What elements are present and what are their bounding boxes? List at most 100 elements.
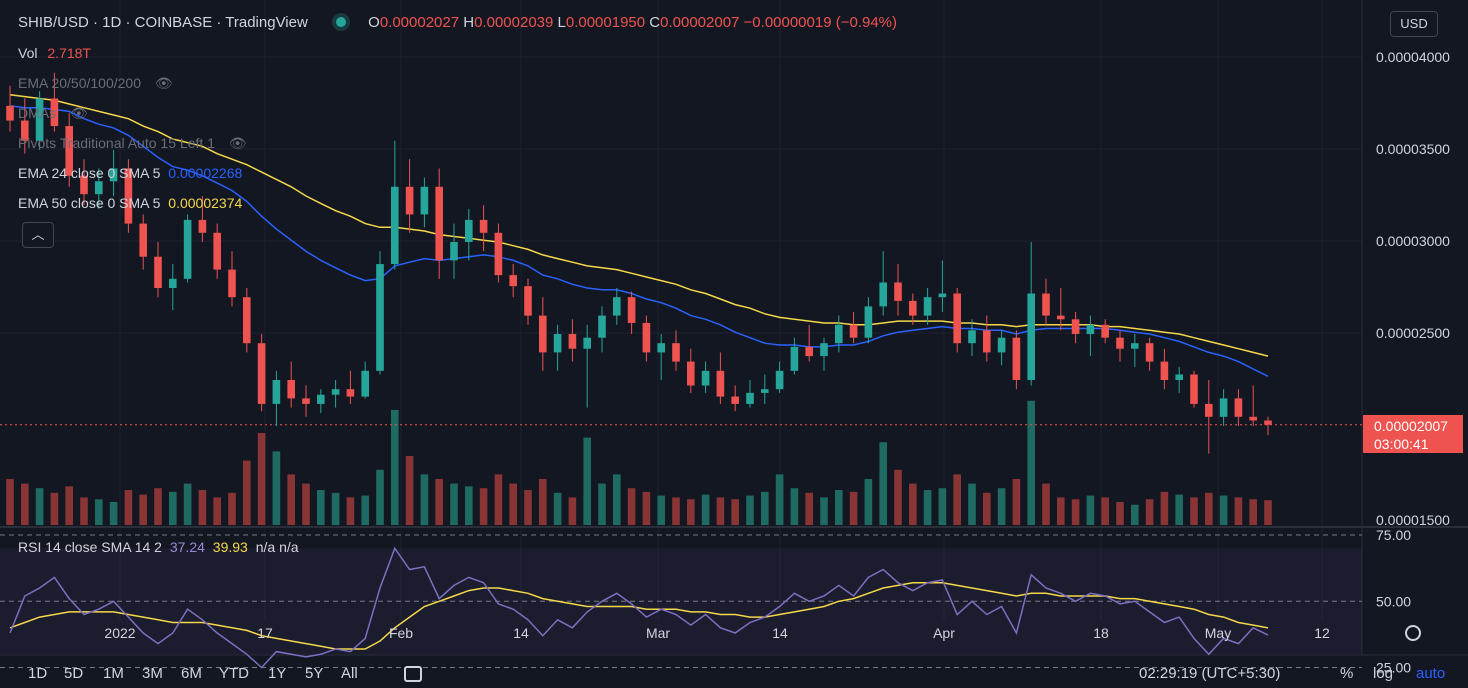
volume-bar (627, 488, 636, 525)
candle-body (953, 293, 961, 344)
volume-bar (968, 483, 976, 525)
volume-bar (983, 492, 991, 525)
candle-body (35, 98, 44, 141)
volume-bar (213, 497, 221, 525)
volume-bar (1042, 483, 1050, 525)
time-tick-label: 17 (257, 625, 273, 641)
volume-bar (35, 488, 44, 525)
ohlc-low-label: L (557, 14, 566, 31)
tf-1y[interactable]: 1Y (268, 665, 287, 682)
candle-body (183, 219, 192, 279)
volume-bar (1190, 497, 1198, 525)
rsi-legend[interactable]: RSI 14 close SMA 14 2 37.24 39.93 n/a n/… (18, 539, 299, 555)
rsi-tick-label: 25.00 (1376, 660, 1411, 676)
eye-off-icon[interactable]: 👁 (70, 105, 88, 121)
time-tick-label: May (1205, 625, 1231, 641)
tf-3m[interactable]: 3M (142, 665, 163, 682)
candle-body (1234, 398, 1243, 417)
tf-6m[interactable]: 6M (181, 665, 202, 682)
volume-bar (391, 410, 399, 525)
settings-gear-icon[interactable] (1405, 625, 1421, 641)
currency-button[interactable]: USD (1390, 11, 1438, 37)
ema50-legend[interactable]: EMA 50 close 0 SMA 5 0.00002374 (18, 195, 242, 211)
ema24-legend[interactable]: EMA 24 close 0 SMA 5 0.00002268 (18, 165, 242, 181)
tf-5d[interactable]: 5D (64, 665, 84, 682)
volume-bar (716, 497, 725, 525)
candle-body (1101, 324, 1109, 338)
ema-group-legend[interactable]: EMA 20/50/100/200 👁 (18, 75, 173, 92)
volume-bar (997, 488, 1006, 525)
clock-time[interactable]: 02:29:19 (UTC+5:30) (1139, 665, 1281, 682)
candle-body (420, 186, 429, 215)
candle-body (302, 398, 310, 404)
ema24-line (9, 105, 1269, 377)
volume-bar (524, 490, 532, 525)
candle-body (331, 389, 340, 395)
volume-bar (420, 474, 429, 525)
volume-bar (183, 483, 192, 525)
symbol-title[interactable]: SHIB/USD · 1D · COINBASE · TradingView (18, 14, 308, 31)
candle-body (213, 232, 221, 270)
eye-off-icon[interactable]: 👁 (228, 135, 247, 151)
volume-bar (1145, 499, 1154, 525)
volume-bar (228, 492, 236, 525)
candle-body (1086, 324, 1095, 334)
candle-body (1175, 374, 1183, 380)
volume-bar (879, 442, 887, 525)
tf-1m[interactable]: 1M (103, 665, 124, 682)
price-tick-label: 0.00003500 (1376, 141, 1450, 157)
volume-bar (435, 479, 443, 525)
time-tick-label: Apr (933, 625, 955, 641)
candle-body (1205, 403, 1213, 417)
volume-bar (553, 492, 562, 525)
volume-bar (405, 456, 414, 525)
tf-5y[interactable]: 5Y (305, 665, 324, 682)
candle-body (613, 297, 621, 316)
volume-bar (1012, 479, 1021, 525)
percent-toggle[interactable]: % (1340, 665, 1354, 682)
eye-off-icon[interactable]: 👁 (154, 75, 173, 91)
ohlc-close-label: C (649, 14, 661, 31)
dmas-legend[interactable]: DMAs 👁 (18, 105, 88, 122)
candle-body (835, 324, 843, 344)
rsi-sma-value: 39.93 (212, 539, 248, 555)
pivots-legend[interactable]: Pivots Traditional Auto 15 Left 1 👁 (18, 135, 247, 152)
candle-body (1131, 343, 1139, 349)
volume-bar (509, 483, 517, 525)
volume-bar (109, 502, 118, 525)
volume-bar (1249, 499, 1257, 525)
volume-bar (198, 490, 207, 525)
candle-body (1219, 398, 1228, 417)
candle-body (1264, 420, 1272, 425)
candle-body (775, 370, 784, 390)
volume-bar (1057, 497, 1065, 525)
collapse-legend-button[interactable]: ︿ (22, 222, 54, 248)
volume-bar (139, 494, 147, 525)
time-tick-label: Mar (646, 625, 670, 641)
market-status-icon (335, 17, 346, 27)
candle-body (524, 286, 532, 316)
date-range-icon[interactable] (404, 666, 422, 682)
auto-toggle[interactable]: auto (1416, 665, 1446, 682)
log-toggle[interactable]: log (1373, 665, 1394, 682)
tf-all[interactable]: All (341, 665, 358, 682)
volume-bar (450, 483, 458, 525)
rsi-label: RSI 14 close SMA 14 2 (18, 539, 162, 555)
candle-body (968, 330, 976, 344)
rsi-value: 37.24 (169, 539, 205, 555)
volume-legend[interactable]: Vol 2.718T (18, 45, 91, 61)
time-tick-label: 14 (772, 625, 788, 641)
tf-1d[interactable]: 1D (28, 665, 48, 682)
candle-body (687, 361, 695, 386)
volume-bar (746, 495, 754, 525)
volume-bar (775, 474, 784, 525)
volume-bar (583, 437, 591, 525)
volume-bar (835, 490, 843, 525)
candle-body (509, 275, 517, 287)
price-tick-label: 0.00003000 (1376, 233, 1450, 249)
candle-body (65, 126, 73, 176)
volume-bar (1219, 495, 1228, 525)
candle-body (435, 186, 443, 261)
tf-ytd[interactable]: YTD (219, 665, 249, 682)
